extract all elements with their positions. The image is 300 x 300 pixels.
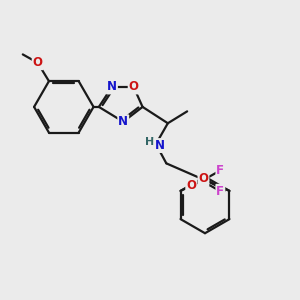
- Text: O: O: [33, 56, 43, 69]
- Text: O: O: [199, 172, 208, 185]
- Text: N: N: [107, 80, 117, 94]
- Text: F: F: [216, 185, 224, 198]
- Text: N: N: [154, 139, 164, 152]
- Text: F: F: [216, 164, 224, 177]
- Text: O: O: [186, 179, 196, 192]
- Text: H: H: [145, 137, 154, 147]
- Text: N: N: [118, 115, 128, 128]
- Text: O: O: [129, 80, 139, 94]
